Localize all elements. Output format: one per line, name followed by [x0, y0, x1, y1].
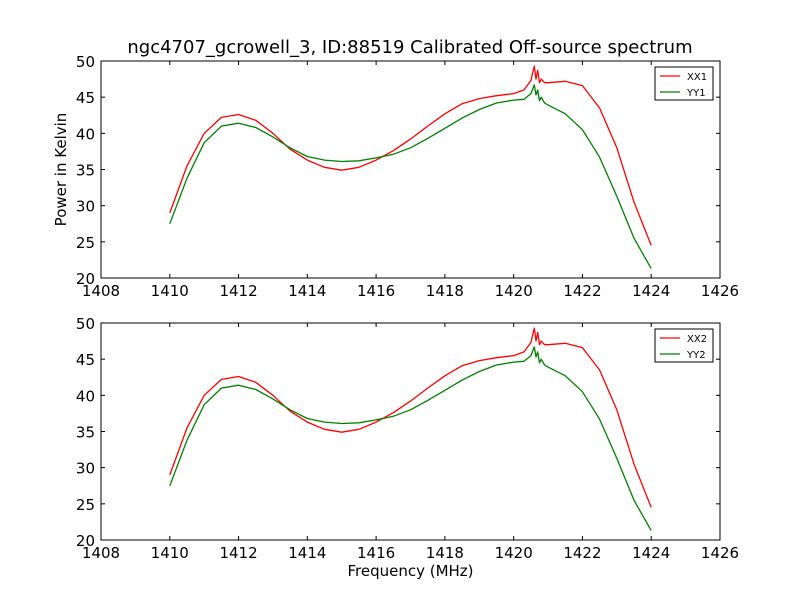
series-line-yy2 — [169, 346, 652, 531]
x-axis-label: Frequency (MHz) — [347, 562, 473, 580]
series-line-xx1 — [169, 65, 652, 246]
y-tick-label: 35 — [76, 162, 95, 180]
x-tick-label: 1414 — [288, 544, 326, 562]
y-tick-label: 45 — [76, 89, 95, 107]
x-tick-label: 1420 — [495, 544, 533, 562]
y-tick-label: 40 — [76, 387, 95, 405]
x-tick-label: 1420 — [495, 282, 533, 300]
legend-label: XX2 — [687, 334, 707, 345]
x-tick-label: 1418 — [426, 544, 464, 562]
legend-box — [654, 66, 714, 101]
y-tick-label: 20 — [76, 270, 95, 288]
x-tick-label: 1416 — [357, 544, 395, 562]
x-tick-label: 1424 — [632, 544, 670, 562]
y-tick-label: 50 — [76, 315, 95, 333]
legend-label: XX1 — [687, 72, 707, 83]
figure-title: ngc4707_gcrowell_3, ID:88519 Calibrated … — [127, 37, 692, 58]
y-tick-label: 40 — [76, 125, 95, 143]
legend-label: YY2 — [686, 350, 706, 361]
y-axis-label: Power in Kelvin — [52, 113, 70, 227]
x-tick-label: 1410 — [151, 282, 189, 300]
y-tick-label: 20 — [76, 532, 95, 550]
x-tick-label: 1412 — [219, 544, 257, 562]
x-tick-label: 1416 — [357, 282, 395, 300]
x-tick-label: 1410 — [151, 544, 189, 562]
x-tick-label: 1422 — [563, 544, 601, 562]
x-tick-label: 1408 — [82, 282, 120, 300]
x-tick-label: 1414 — [288, 282, 326, 300]
series-line-yy1 — [169, 84, 652, 269]
legend-label: YY1 — [686, 88, 706, 99]
x-tick-label: 1422 — [563, 282, 601, 300]
x-tick-label: 1412 — [219, 282, 257, 300]
y-tick-label: 50 — [76, 53, 95, 71]
x-tick-label: 1426 — [701, 544, 739, 562]
y-tick-label: 25 — [76, 496, 95, 514]
y-tick-label: 30 — [76, 460, 95, 478]
y-tick-label: 25 — [76, 234, 95, 252]
x-tick-label: 1418 — [426, 282, 464, 300]
series-line-xx2 — [169, 327, 652, 508]
y-tick-label: 35 — [76, 424, 95, 442]
y-tick-label: 45 — [76, 351, 95, 369]
bottom-panel: 1408 1410 1412 1414 1416 1418 1420 1422 1424 1426… — [76, 315, 739, 580]
x-tick-label: 1424 — [632, 282, 670, 300]
y-tick-label: 30 — [76, 198, 95, 216]
top-panel: 1408 1410 1412 1414 1416 1418 1420 1422 1424 1426… — [52, 53, 739, 300]
x-tick-label: 1408 — [82, 544, 120, 562]
x-tick-label: 1426 — [701, 282, 739, 300]
legend-box — [654, 328, 714, 363]
